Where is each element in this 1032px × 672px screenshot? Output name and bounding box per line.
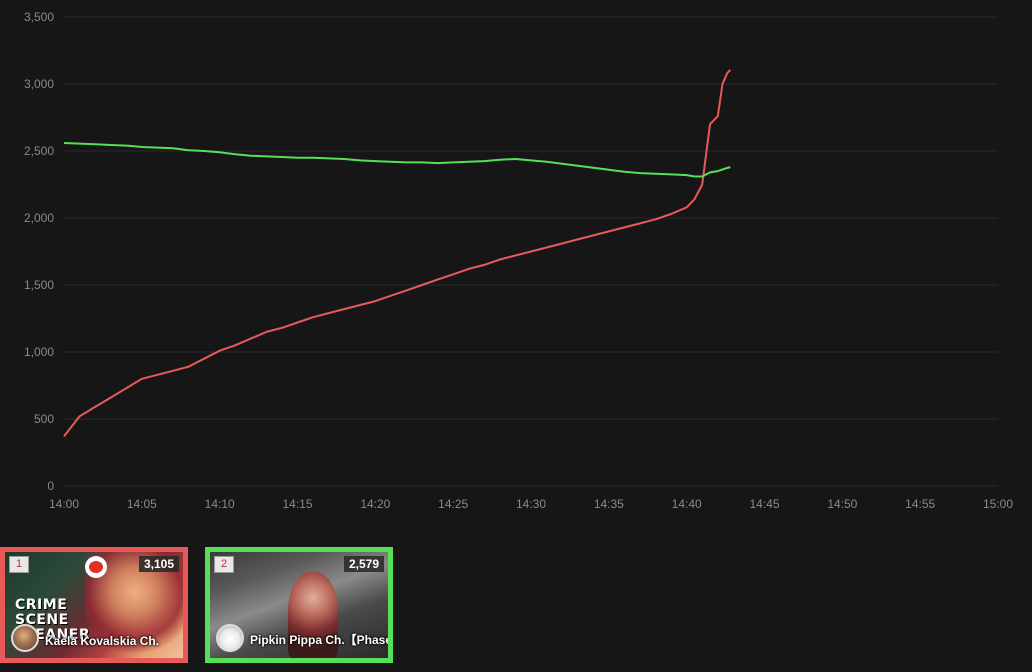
x-tick-label: 14:30 [516,497,546,511]
series-lines [63,69,732,438]
y-tick-label: 1,500 [24,278,54,292]
stream-card-pippa[interactable]: 2 2,579 Pipkin Pippa Ch.【Phase [205,547,393,663]
y-tick-label: 3,500 [24,10,54,24]
stream-card-kaela[interactable]: CRIME SCENE CLEANER 1 3,105 Kaela Kovals… [0,547,188,663]
x-tick-label: 14:55 [905,497,935,511]
y-tick-label: 2,500 [24,144,54,158]
x-tick-label: 14:05 [127,497,157,511]
x-tick-label: 14:50 [827,497,857,511]
x-tick-label: 14:45 [749,497,779,511]
x-axis: 14:00 14:05 14:10 14:15 14:20 14:25 14:30 14:35… [49,497,1013,511]
x-tick-label: 14:25 [438,497,468,511]
y-tick-label: 3,000 [24,77,54,91]
x-tick-label: 14:20 [360,497,390,511]
series-line-1 [63,69,732,438]
viewer-count-badge: 2,579 [343,556,384,572]
y-tick-label: 0 [47,479,54,493]
stream-card-list: CRIME SCENE CLEANER 1 3,105 Kaela Kovals… [0,547,1032,663]
rank-badge: 2 [214,556,234,573]
x-tick-label: 15:00 [983,497,1013,511]
x-tick-label: 14:10 [205,497,235,511]
avatar-pippa-icon [216,624,244,652]
series-line-2 [63,142,731,178]
tomato-sticker-icon [85,556,107,578]
x-tick-label: 14:40 [672,497,702,511]
y-tick-label: 1,000 [24,345,54,359]
avatar-kaela-icon [11,624,39,652]
y-axis: 0 500 1,000 1,500 2,000 2,500 3,000 3,500 [24,10,54,493]
viewer-count-badge: 3,105 [138,556,179,572]
y-tick-label: 500 [34,412,54,426]
rank-badge: 1 [9,556,29,573]
chart-grid [64,16,998,487]
x-tick-label: 14:15 [282,497,312,511]
channel-name: Pipkin Pippa Ch.【Phase [250,633,393,647]
viewer-line-chart: 0 500 1,000 1,500 2,000 2,500 3,000 3,500 14:00… [24,10,1013,511]
y-tick-label: 2,000 [24,211,54,225]
x-tick-label: 14:35 [594,497,624,511]
x-tick-label: 14:00 [49,497,79,511]
channel-name: Kaela Kovalskia Ch. [45,634,160,648]
